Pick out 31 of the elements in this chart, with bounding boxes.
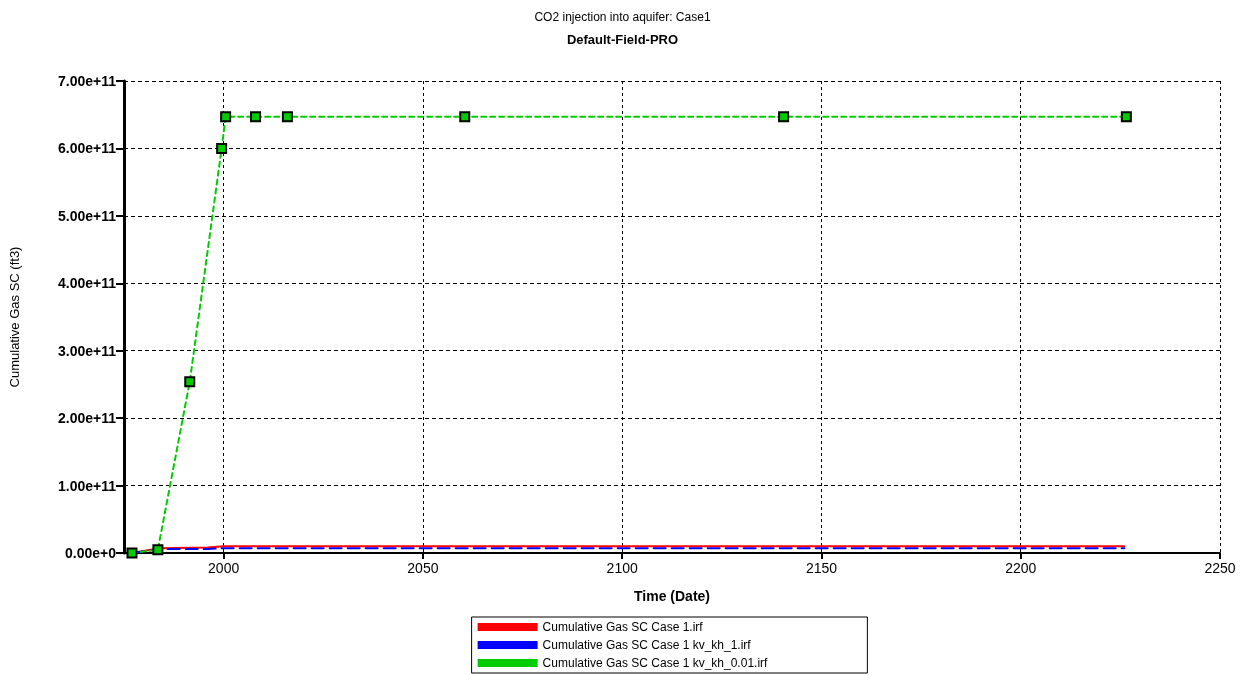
chart-subtitle: Default-Field-PRO [566, 32, 679, 47]
y-tick-label: 7.00e+11 [57, 73, 117, 89]
point [1120, 111, 1132, 123]
point [281, 111, 293, 123]
x-axis-title: Time (Date) [634, 588, 710, 604]
chart-title: CO2 injection into aquifer: Case1 [534, 10, 711, 24]
legend-label: Cumulative Gas SC Case 1 kv_kh_0.01.irf [542, 656, 769, 670]
y-tick-label: 4.00e+11 [57, 275, 117, 292]
x-tick-label: 2000 [208, 560, 240, 576]
x-tick-label: 2150 [805, 560, 838, 576]
point [152, 544, 164, 556]
y-tick-label: 6.00e+11 [57, 140, 117, 157]
point [459, 111, 471, 123]
y-axis-title: Cumulative Gas SC (ft3) [7, 246, 22, 388]
point [216, 142, 228, 154]
y-tick-label: 1.00e+11 [57, 477, 117, 494]
x-tick-label: 2200 [1005, 560, 1037, 576]
x-tick-label: 2100 [606, 560, 638, 576]
point [778, 111, 790, 123]
point [220, 111, 232, 123]
legend-label: Cumulative Gas SC Case 1.irf [542, 620, 704, 634]
y-tick-label: 5.00e+11 [57, 207, 117, 224]
y-tick-label: 3.00e+11 [57, 342, 117, 359]
legend-label: Cumulative Gas SC Case 1 kv_kh_1.irf [542, 638, 752, 652]
x-tick-label: 2050 [407, 560, 439, 576]
x-tick-label: 2250 [1204, 560, 1236, 576]
y-tick-label: 0.00e+0 [65, 545, 117, 561]
point [250, 111, 262, 123]
point [126, 547, 138, 559]
y-tick-label: 2.00e+11 [57, 410, 117, 427]
point [184, 376, 196, 388]
